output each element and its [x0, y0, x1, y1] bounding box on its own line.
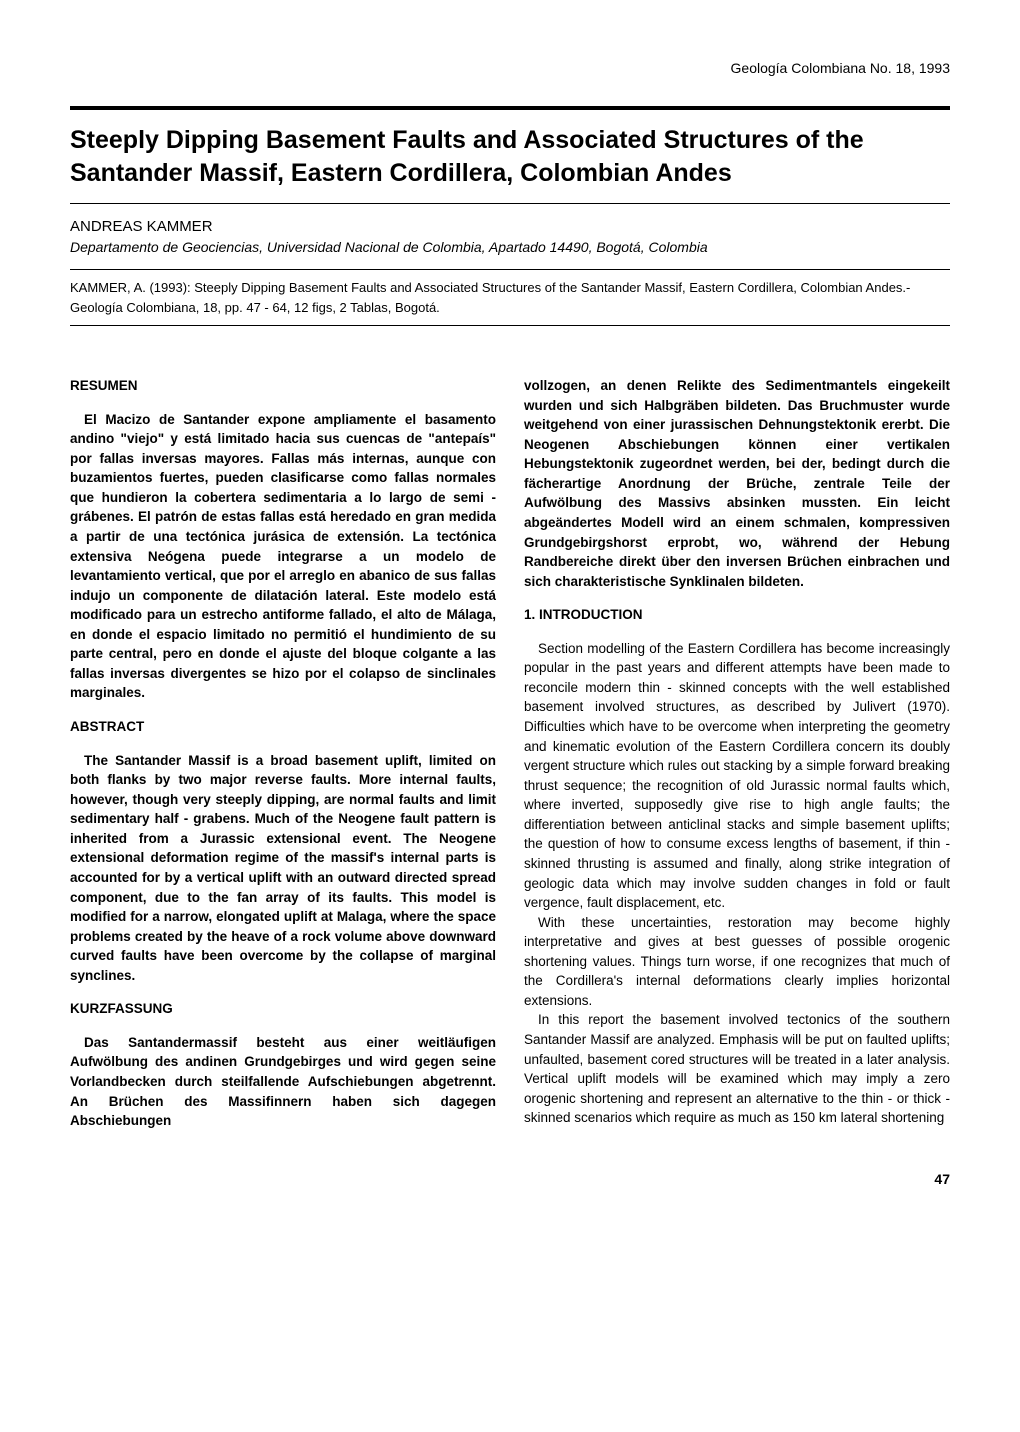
abstract-body: The Santander Massif is a broad basement…	[70, 751, 496, 986]
kurzfassung-body-2: vollzogen, an denen Relikte des Sediment…	[524, 376, 950, 591]
resumen-body: El Macizo de Santander expone ampliament…	[70, 410, 496, 703]
author-name: ANDREAS KAMMER	[70, 218, 950, 235]
kurzfassung-heading: KURZFASSUNG	[70, 999, 496, 1019]
journal-header: Geología Colombiana No. 18, 1993	[70, 60, 950, 76]
abstract-heading: ABSTRACT	[70, 717, 496, 737]
introduction-heading: 1. INTRODUCTION	[524, 605, 950, 625]
resumen-heading: RESUMEN	[70, 376, 496, 396]
rule-below-citation	[70, 325, 950, 326]
introduction-para-3: In this report the basement involved tec…	[524, 1010, 950, 1127]
rule-under-title	[70, 203, 950, 204]
citation-block: KAMMER, A. (1993): Steeply Dipping Basem…	[70, 278, 950, 317]
page-number: 47	[70, 1171, 950, 1187]
introduction-para-1: Section modelling of the Eastern Cordill…	[524, 639, 950, 913]
article-title: Steeply Dipping Basement Faults and Asso…	[70, 124, 950, 189]
rule-top	[70, 106, 950, 110]
rule-above-citation	[70, 269, 950, 270]
body-columns: RESUMEN El Macizo de Santander expone am…	[70, 376, 950, 1131]
kurzfassung-body-1: Das Santandermassif besteht aus einer we…	[70, 1033, 496, 1131]
author-affiliation: Departamento de Geociencias, Universidad…	[70, 239, 950, 255]
introduction-para-2: With these uncertainties, restoration ma…	[524, 913, 950, 1011]
